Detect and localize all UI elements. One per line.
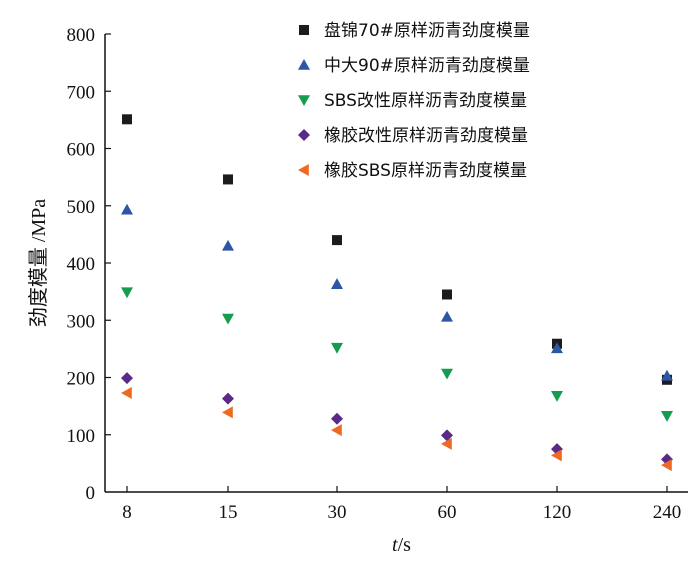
data-point	[122, 114, 132, 125]
data-point	[332, 235, 342, 246]
x-axis-title: t/s	[392, 534, 411, 556]
series-2	[121, 203, 673, 381]
data-point	[121, 372, 133, 385]
data-marks	[121, 114, 673, 472]
data-point	[551, 391, 563, 402]
data-point	[661, 369, 673, 381]
y-tick-label: 0	[86, 483, 96, 504]
x-axis-title-var: t	[392, 534, 398, 556]
axes	[104, 33, 688, 493]
data-point	[222, 406, 233, 419]
data-point	[331, 424, 342, 437]
x-tick-label: 120	[543, 502, 572, 523]
data-point	[661, 459, 672, 472]
y-tick-label: 200	[67, 369, 96, 390]
series-1	[122, 114, 672, 385]
series-3	[121, 287, 673, 422]
y-tick-label: 300	[67, 311, 96, 332]
data-point	[121, 203, 133, 215]
legend-marker	[298, 129, 310, 141]
series-5	[121, 386, 672, 472]
legend-label: 盘锦70#原样沥青劲度模量	[324, 21, 530, 41]
series-4	[121, 372, 673, 466]
data-point	[551, 342, 563, 354]
y-tick-label: 500	[67, 197, 96, 218]
data-point	[222, 313, 234, 325]
data-point	[331, 278, 343, 289]
y-tick-label: 400	[67, 254, 96, 275]
data-point	[441, 368, 453, 380]
legend-label: 橡胶改性原样沥青劲度模量	[324, 126, 528, 146]
y-tick-label: 700	[67, 82, 96, 103]
x-tick-label: 8	[122, 502, 132, 523]
legend-marker	[298, 59, 310, 70]
legend-label: 橡胶SBS原样沥青劲度模量	[324, 161, 527, 181]
x-tick-label: 240	[653, 502, 682, 523]
data-point	[441, 429, 453, 442]
data-point	[441, 310, 453, 322]
x-tick-label: 30	[328, 502, 347, 523]
tick-labels: 0 100 200 300 400 500 600 700 800 8 15 30 60 120 240	[67, 25, 682, 523]
y-tick-label: 100	[67, 426, 96, 447]
y-axis-title: 劲度模量 /MPa	[27, 199, 50, 327]
legend-label: SBS改性原样沥青劲度模量	[324, 91, 527, 111]
x-tick-label: 15	[219, 502, 238, 523]
data-point	[121, 287, 133, 299]
x-axis-title-unit: /s	[398, 534, 412, 556]
legend-label: 中大90#原样沥青劲度模量	[324, 56, 530, 76]
legend-marker	[298, 164, 309, 176]
legend-marker	[298, 95, 310, 106]
data-point	[331, 342, 343, 354]
data-point	[222, 392, 234, 405]
data-point	[222, 239, 234, 251]
legend-marker	[299, 25, 309, 35]
data-point	[223, 174, 233, 185]
data-point	[441, 437, 452, 450]
data-point	[121, 386, 132, 399]
y-tick-label: 800	[67, 25, 96, 46]
data-point	[331, 412, 343, 425]
data-point	[661, 411, 673, 422]
data-point	[442, 289, 452, 300]
data-point	[551, 449, 562, 462]
y-tick-label: 600	[67, 140, 96, 161]
x-tick-label: 60	[438, 502, 457, 523]
